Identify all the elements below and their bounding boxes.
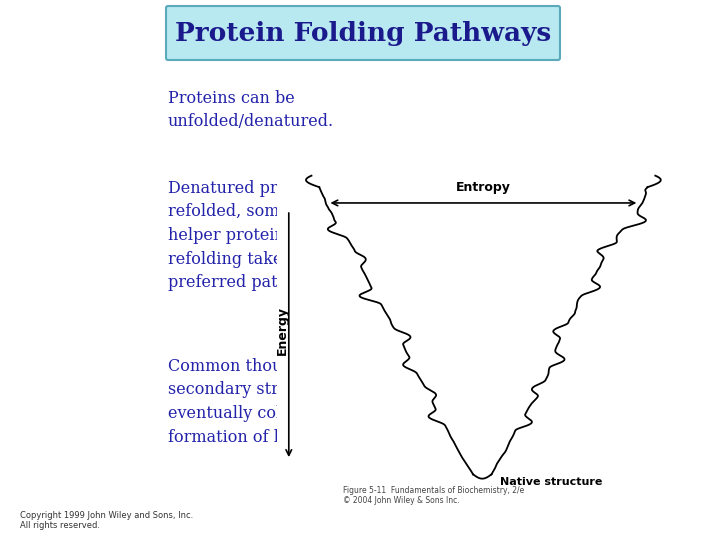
Text: Proteins can be
unfolded/denatured.: Proteins can be unfolded/denatured. bbox=[168, 90, 334, 131]
FancyBboxPatch shape bbox=[166, 6, 560, 60]
Text: Denatured proteins can be
refolded, sometimes requiring
helper proteins, and thi: Denatured proteins can be refolded, some… bbox=[168, 180, 415, 291]
Text: Protein Folding Pathways: Protein Folding Pathways bbox=[175, 21, 551, 45]
Text: Figure 5-11  Fundamentals of Biochemistry, 2/e
© 2004 John Wiley & Sons Inc.: Figure 5-11 Fundamentals of Biochemistry… bbox=[343, 486, 525, 505]
Text: Entropy: Entropy bbox=[456, 181, 510, 194]
Text: Native structure: Native structure bbox=[500, 477, 602, 487]
Text: Energy: Energy bbox=[276, 306, 289, 355]
Text: Copyright 1999 John Wiley and Sons, Inc.
All rights reserved.: Copyright 1999 John Wiley and Sons, Inc.… bbox=[20, 511, 193, 530]
Text: Folding funnel
Energy-entropy
relationship for
protein folding: Folding funnel Energy-entropy relationsh… bbox=[492, 365, 634, 458]
Text: Common thought is that
secondary structures form first,
eventually collapsing du: Common thought is that secondary structu… bbox=[168, 358, 430, 446]
